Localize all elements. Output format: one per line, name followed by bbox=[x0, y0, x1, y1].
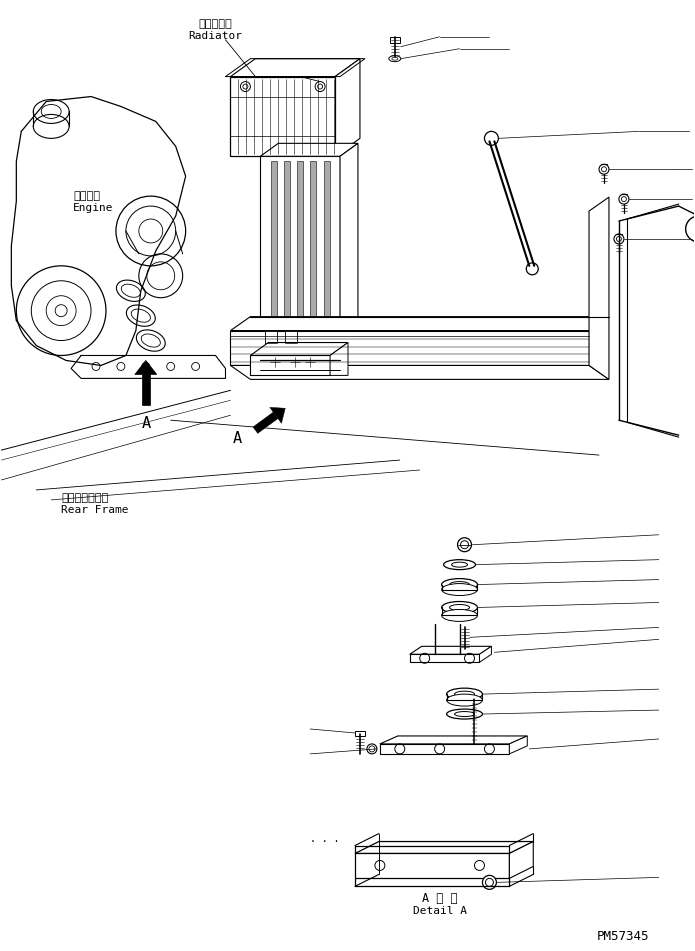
Circle shape bbox=[315, 365, 325, 376]
Text: Radiator: Radiator bbox=[188, 30, 243, 41]
Ellipse shape bbox=[447, 689, 482, 700]
Circle shape bbox=[55, 304, 67, 317]
Text: A: A bbox=[141, 416, 150, 431]
Polygon shape bbox=[355, 853, 509, 879]
Polygon shape bbox=[380, 744, 509, 754]
Circle shape bbox=[482, 875, 496, 889]
Text: PM57345: PM57345 bbox=[597, 930, 650, 942]
Polygon shape bbox=[231, 77, 335, 156]
Circle shape bbox=[295, 365, 305, 376]
Polygon shape bbox=[380, 736, 528, 744]
Text: Rear Frame: Rear Frame bbox=[61, 505, 129, 514]
Circle shape bbox=[270, 358, 280, 367]
Ellipse shape bbox=[389, 56, 401, 62]
Ellipse shape bbox=[441, 610, 477, 621]
Circle shape bbox=[367, 744, 377, 754]
Circle shape bbox=[275, 365, 285, 376]
Polygon shape bbox=[265, 331, 277, 356]
Text: A 詳 細: A 詳 細 bbox=[422, 892, 457, 904]
Polygon shape bbox=[330, 342, 348, 376]
Polygon shape bbox=[231, 331, 589, 365]
Text: Engine: Engine bbox=[73, 204, 113, 213]
Polygon shape bbox=[324, 162, 329, 356]
Ellipse shape bbox=[443, 559, 475, 570]
Polygon shape bbox=[270, 162, 277, 356]
Polygon shape bbox=[355, 731, 365, 736]
Polygon shape bbox=[142, 375, 150, 405]
Polygon shape bbox=[284, 162, 290, 356]
Circle shape bbox=[484, 131, 498, 146]
Circle shape bbox=[686, 216, 695, 242]
Circle shape bbox=[619, 194, 629, 204]
Polygon shape bbox=[509, 736, 528, 754]
Text: リヤーフレーム: リヤーフレーム bbox=[61, 493, 108, 503]
Polygon shape bbox=[231, 59, 360, 77]
Text: エンジン: エンジン bbox=[73, 191, 100, 201]
Polygon shape bbox=[261, 156, 340, 360]
Polygon shape bbox=[253, 412, 278, 434]
Polygon shape bbox=[231, 365, 609, 379]
Polygon shape bbox=[250, 356, 330, 376]
Polygon shape bbox=[335, 59, 360, 156]
Circle shape bbox=[614, 234, 624, 243]
Text: Detail A: Detail A bbox=[413, 906, 466, 916]
Polygon shape bbox=[480, 647, 491, 662]
Circle shape bbox=[599, 165, 609, 174]
Polygon shape bbox=[410, 654, 480, 662]
Polygon shape bbox=[355, 842, 533, 853]
Polygon shape bbox=[509, 842, 533, 879]
Circle shape bbox=[457, 537, 471, 552]
Polygon shape bbox=[311, 162, 316, 356]
Polygon shape bbox=[340, 144, 358, 360]
Ellipse shape bbox=[441, 578, 477, 591]
Ellipse shape bbox=[441, 584, 477, 595]
Ellipse shape bbox=[447, 709, 482, 719]
Polygon shape bbox=[231, 317, 609, 331]
Ellipse shape bbox=[447, 694, 482, 706]
Polygon shape bbox=[589, 197, 609, 379]
Text: A: A bbox=[233, 431, 242, 446]
Text: . . .: . . . bbox=[310, 833, 340, 844]
Polygon shape bbox=[297, 162, 303, 356]
Polygon shape bbox=[261, 144, 358, 156]
Polygon shape bbox=[285, 331, 297, 356]
Ellipse shape bbox=[441, 601, 477, 613]
Circle shape bbox=[305, 358, 315, 367]
Polygon shape bbox=[250, 342, 348, 356]
Circle shape bbox=[526, 262, 538, 275]
Text: ラジエータ: ラジエータ bbox=[199, 19, 232, 29]
Polygon shape bbox=[135, 360, 157, 375]
Polygon shape bbox=[410, 647, 491, 654]
Polygon shape bbox=[270, 407, 285, 423]
Polygon shape bbox=[390, 37, 400, 43]
Circle shape bbox=[291, 358, 300, 367]
